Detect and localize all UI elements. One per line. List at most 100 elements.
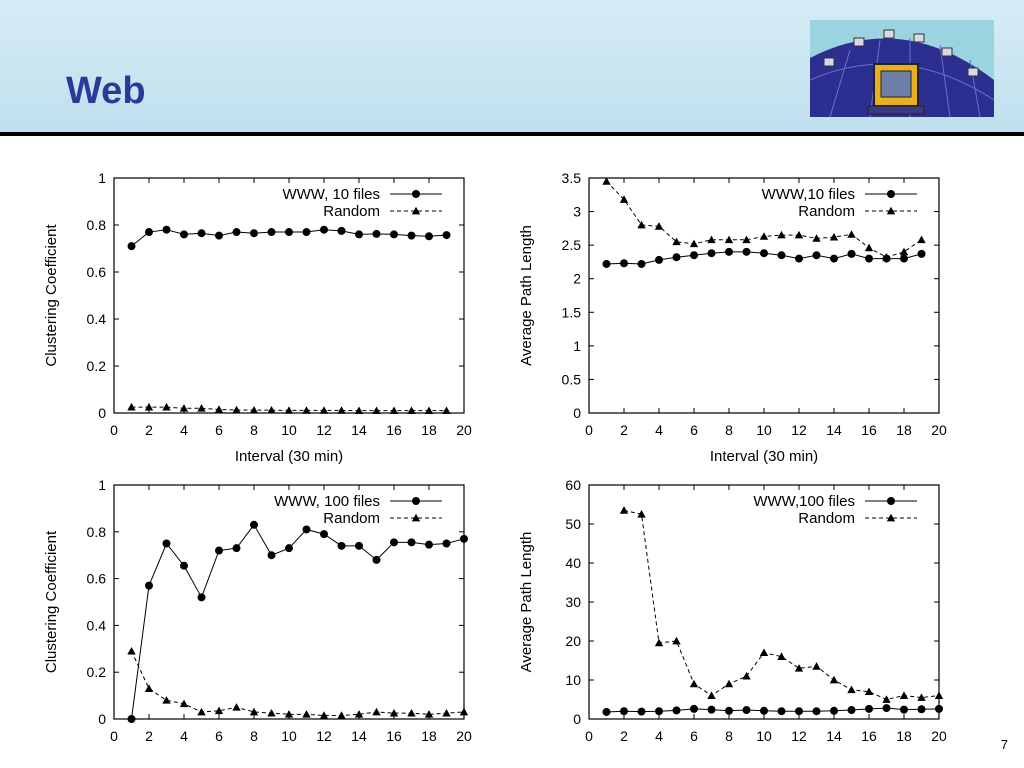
legend-label: Random [798, 510, 855, 527]
data-point [654, 638, 664, 647]
y-tick-label: 0.6 [87, 264, 107, 280]
y-tick-label: 30 [565, 594, 581, 610]
data-point [162, 539, 171, 548]
data-point [389, 406, 399, 415]
data-point [179, 699, 189, 708]
y-tick-label: 40 [565, 555, 581, 571]
x-tick-label: 6 [690, 728, 698, 744]
y-tick-label: 0 [573, 405, 581, 421]
data-point [179, 404, 189, 412]
data-point [655, 707, 663, 716]
data-point [180, 561, 188, 570]
data-point [637, 220, 646, 229]
data-point [724, 679, 734, 688]
data-point [725, 706, 733, 715]
data-point [742, 706, 751, 715]
x-tick-label: 0 [110, 728, 118, 744]
x-tick-label: 4 [655, 728, 663, 744]
y-tick-label: 20 [565, 633, 581, 649]
x-tick-label: 2 [145, 422, 153, 438]
data-point [742, 671, 751, 680]
data-point [249, 405, 259, 414]
data-point [162, 402, 171, 411]
legend-marker [412, 190, 420, 198]
x-tick-label: 2 [620, 422, 628, 438]
y-tick-label: 60 [565, 477, 581, 493]
data-point [145, 228, 153, 237]
y-tick-label: 10 [565, 672, 581, 688]
y-tick-label: 3.5 [562, 170, 582, 186]
x-tick-label: 10 [281, 728, 297, 744]
legend-label: Random [323, 203, 380, 220]
series-line-1 [131, 523, 465, 720]
y-tick-label: 0.6 [87, 571, 107, 587]
x-tick-label: 12 [316, 422, 332, 438]
data-point [215, 546, 223, 555]
x-tick-label: 8 [250, 728, 258, 744]
data-point [214, 405, 224, 413]
y-tick-label: 3 [573, 204, 581, 220]
data-point [425, 540, 433, 549]
data-point [319, 406, 329, 414]
data-point [742, 235, 751, 244]
data-point [145, 581, 153, 590]
y-tick-label: 0.4 [87, 617, 107, 633]
data-point [355, 541, 363, 550]
data-point [637, 259, 646, 268]
data-point [602, 177, 611, 185]
data-point [620, 259, 628, 268]
data-point [620, 707, 628, 716]
data-point [407, 231, 416, 240]
data-point [442, 708, 451, 717]
y-tick-label: 1 [98, 477, 106, 493]
data-point [442, 539, 451, 548]
x-tick-label: 20 [456, 422, 472, 438]
data-point [707, 691, 716, 699]
data-point [407, 406, 416, 415]
data-point [424, 710, 434, 718]
data-point [655, 255, 663, 264]
x-tick-label: 6 [215, 728, 223, 744]
plot-frame [113, 484, 465, 720]
data-point [777, 230, 786, 239]
legend-label: Random [798, 203, 855, 220]
data-point [900, 254, 908, 263]
chart-1: 0 2 4 6 8 10 12 14 16 18 20 0 0.2 0.4 0.6 0.8 1 Interval … [43, 170, 472, 465]
x-tick-label: 14 [826, 422, 842, 438]
legend-marker [887, 190, 895, 198]
data-point [459, 707, 469, 716]
data-point [935, 704, 943, 713]
data-point [829, 675, 839, 684]
data-point [337, 406, 346, 414]
y-axis-label: Average Path Length [518, 532, 535, 673]
data-point [390, 538, 398, 547]
plot-frame [588, 484, 940, 720]
x-tick-label: 14 [351, 422, 367, 438]
x-tick-label: 8 [725, 728, 733, 744]
data-point [197, 707, 206, 716]
data-point [707, 705, 716, 714]
slide-title: Web [66, 70, 146, 112]
data-point [372, 229, 381, 238]
data-point [284, 406, 294, 414]
data-point [742, 247, 751, 256]
data-point [725, 247, 733, 256]
x-tick-label: 12 [791, 728, 807, 744]
y-tick-label: 0.2 [87, 358, 107, 374]
data-point [690, 704, 698, 713]
data-point [619, 195, 629, 203]
y-axis-label: Average Path Length [518, 225, 535, 366]
data-point [690, 251, 698, 260]
data-point [689, 239, 699, 248]
data-point [337, 226, 346, 235]
x-tick-label: 4 [655, 422, 663, 438]
legend-marker [887, 497, 895, 505]
data-point [602, 707, 611, 716]
data-point [672, 253, 681, 262]
x-tick-label: 16 [386, 728, 402, 744]
plot-frame [588, 177, 940, 414]
series-line-2 [623, 509, 940, 701]
x-tick-label: 18 [421, 728, 437, 744]
data-point [285, 228, 293, 237]
data-point [795, 254, 803, 263]
